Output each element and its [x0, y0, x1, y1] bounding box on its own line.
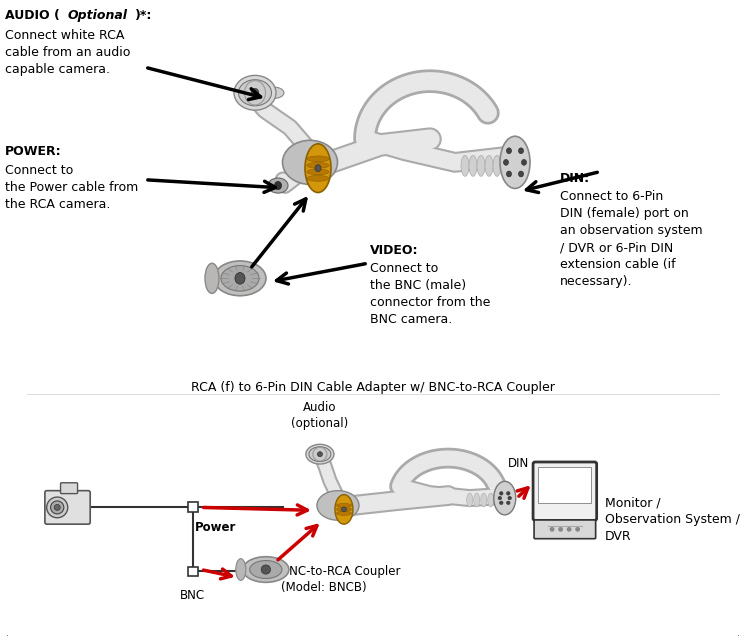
Ellipse shape — [485, 155, 493, 177]
Circle shape — [498, 496, 501, 500]
FancyBboxPatch shape — [60, 483, 78, 494]
Ellipse shape — [493, 155, 501, 177]
FancyBboxPatch shape — [534, 520, 595, 539]
Ellipse shape — [474, 493, 480, 507]
Circle shape — [500, 501, 503, 505]
Ellipse shape — [494, 482, 515, 515]
Circle shape — [507, 148, 512, 153]
Text: POWER:: POWER: — [5, 145, 62, 158]
Circle shape — [507, 171, 512, 177]
Circle shape — [261, 565, 271, 574]
Ellipse shape — [488, 493, 494, 507]
Ellipse shape — [262, 87, 284, 99]
Ellipse shape — [335, 494, 353, 524]
Ellipse shape — [305, 144, 331, 193]
Text: Monitor /
Observation System /
DVR: Monitor / Observation System / DVR — [605, 496, 740, 543]
Bar — [188, 503, 198, 512]
FancyBboxPatch shape — [533, 462, 597, 521]
Text: DIN:: DIN: — [560, 171, 590, 185]
Text: BNC-to-RCA Coupler
(Model: BNCB): BNC-to-RCA Coupler (Model: BNCB) — [280, 564, 401, 594]
Circle shape — [551, 528, 554, 531]
Ellipse shape — [461, 155, 469, 177]
Ellipse shape — [500, 136, 530, 189]
FancyBboxPatch shape — [539, 467, 592, 503]
Ellipse shape — [336, 511, 351, 516]
Ellipse shape — [469, 155, 477, 177]
Ellipse shape — [307, 175, 329, 181]
Ellipse shape — [250, 560, 282, 578]
Circle shape — [559, 528, 562, 531]
Circle shape — [51, 501, 64, 514]
Circle shape — [342, 507, 346, 512]
Ellipse shape — [480, 493, 486, 507]
Ellipse shape — [467, 493, 473, 507]
Bar — [188, 566, 198, 577]
Circle shape — [507, 501, 510, 505]
Circle shape — [317, 452, 322, 456]
Circle shape — [518, 171, 524, 177]
Circle shape — [521, 159, 527, 165]
FancyBboxPatch shape — [4, 356, 742, 639]
Ellipse shape — [317, 490, 359, 520]
Circle shape — [500, 492, 503, 495]
Ellipse shape — [234, 75, 276, 110]
Ellipse shape — [239, 80, 272, 106]
Text: Connect white RCA
cable from an audio
capable camera.: Connect white RCA cable from an audio ca… — [5, 29, 131, 76]
Text: Connect to
the Power cable from
the RCA camera.: Connect to the Power cable from the RCA … — [5, 164, 138, 211]
Text: )*:: )*: — [135, 9, 152, 22]
FancyBboxPatch shape — [45, 490, 90, 524]
Circle shape — [568, 528, 571, 531]
Text: Power: Power — [195, 521, 236, 534]
Ellipse shape — [307, 156, 329, 162]
Circle shape — [235, 273, 245, 284]
Ellipse shape — [336, 503, 351, 507]
Ellipse shape — [309, 447, 331, 462]
Ellipse shape — [283, 141, 337, 184]
Ellipse shape — [336, 507, 351, 511]
Ellipse shape — [242, 557, 289, 582]
Text: VIDEO:: VIDEO: — [370, 243, 419, 257]
Text: RCA (f) to 6-Pin DIN Cable Adapter w/ BNC-to-RCA Coupler: RCA (f) to 6-Pin DIN Cable Adapter w/ BN… — [191, 381, 555, 394]
Circle shape — [315, 165, 321, 171]
Circle shape — [251, 89, 259, 97]
Text: BNC: BNC — [181, 589, 205, 602]
Circle shape — [518, 148, 524, 153]
Circle shape — [54, 505, 60, 510]
Ellipse shape — [306, 444, 334, 464]
Circle shape — [47, 497, 68, 517]
Text: Connect to
the BNC (male)
connector from the
BNC camera.: Connect to the BNC (male) connector from… — [370, 262, 490, 326]
Ellipse shape — [205, 263, 219, 293]
Text: DIN: DIN — [508, 458, 529, 471]
Ellipse shape — [214, 261, 266, 296]
Circle shape — [275, 182, 281, 189]
Ellipse shape — [307, 162, 329, 168]
Ellipse shape — [221, 266, 259, 291]
Text: Optional: Optional — [68, 9, 128, 22]
Text: AUDIO (: AUDIO ( — [5, 9, 60, 22]
Circle shape — [504, 159, 509, 165]
Circle shape — [508, 496, 512, 500]
Circle shape — [507, 492, 510, 495]
Ellipse shape — [236, 559, 246, 580]
Text: Audio
(optional): Audio (optional) — [291, 401, 348, 429]
Circle shape — [576, 528, 580, 531]
Ellipse shape — [268, 178, 288, 193]
Ellipse shape — [307, 169, 329, 175]
Text: Connect to 6-Pin
DIN (female) port on
an observation system
/ DVR or 6-Pin DIN
e: Connect to 6-Pin DIN (female) port on an… — [560, 190, 703, 288]
Ellipse shape — [477, 155, 485, 177]
